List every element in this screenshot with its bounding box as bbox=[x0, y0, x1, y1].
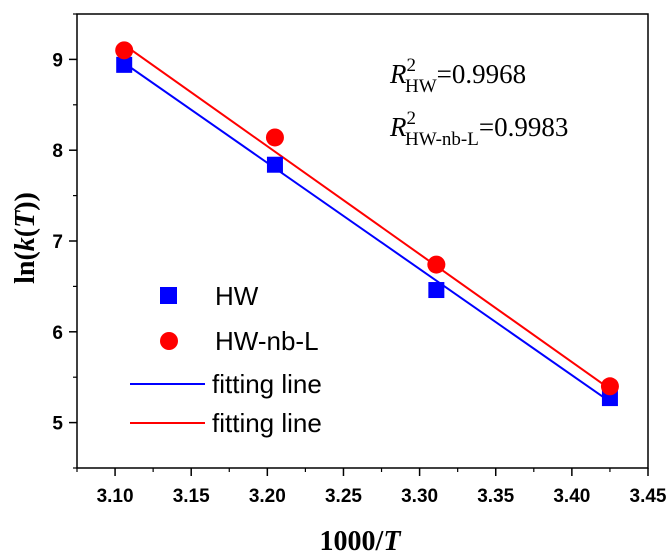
x-tick-label: 3.35 bbox=[477, 486, 514, 507]
data-markers bbox=[115, 41, 619, 407]
y-tick-label: 7 bbox=[52, 232, 63, 253]
data-point-hw bbox=[266, 156, 283, 173]
x-tick-label: 3.30 bbox=[401, 486, 438, 507]
r2-annotation-hw-nb-l: R2 HW-nb-L=0.9983 bbox=[389, 108, 568, 150]
legend-label-hw-nb-l: HW-nb-L bbox=[215, 326, 319, 356]
x-axis-title: 1000/T bbox=[320, 526, 403, 556]
legend-label-fit-blue: fitting line bbox=[212, 369, 322, 399]
fit-line-red bbox=[123, 44, 611, 390]
y-tick-label: 6 bbox=[52, 323, 63, 344]
legend-label-hw: HW bbox=[215, 281, 259, 311]
y-tick-label: 9 bbox=[52, 50, 63, 71]
x-tick-label: 3.20 bbox=[249, 486, 286, 507]
fit-lines bbox=[123, 44, 611, 403]
legend-label-fit-red: fitting line bbox=[212, 408, 322, 438]
data-point-hw bbox=[116, 56, 133, 73]
y-tick-label: 5 bbox=[52, 414, 63, 435]
x-axis: 3.10 3.15 3.20 3.25 3.30 3.35 3.40 3.45 bbox=[76, 468, 666, 507]
x-tick-label: 3.25 bbox=[325, 486, 362, 507]
plot-frame bbox=[76, 13, 649, 469]
r2-annotation-hw: R2 HW=0.9968 bbox=[389, 55, 526, 97]
data-point-hw bbox=[428, 282, 445, 299]
x-tick-label: 3.10 bbox=[97, 486, 134, 507]
y-tick-label: 8 bbox=[52, 141, 63, 162]
fit-line-blue bbox=[123, 62, 611, 403]
legend: HW HW-nb-L fitting line fitting line bbox=[130, 281, 322, 438]
x-tick-label: 3.45 bbox=[630, 486, 666, 507]
data-point-hw-nb-l bbox=[115, 41, 134, 60]
legend-marker-hw bbox=[160, 287, 177, 304]
y-axis-title: ln(k(T)) bbox=[10, 192, 41, 284]
legend-marker-hw-nb-l bbox=[160, 332, 178, 350]
data-point-hw-nb-l bbox=[427, 255, 446, 274]
data-point-hw-nb-l bbox=[265, 128, 284, 147]
x-tick-label: 3.40 bbox=[553, 486, 590, 507]
data-point-hw-nb-l bbox=[600, 377, 619, 396]
plot-area-border bbox=[76, 13, 649, 469]
x-tick-label: 3.15 bbox=[173, 486, 210, 507]
y-axis: 5 6 7 8 9 bbox=[52, 13, 77, 469]
